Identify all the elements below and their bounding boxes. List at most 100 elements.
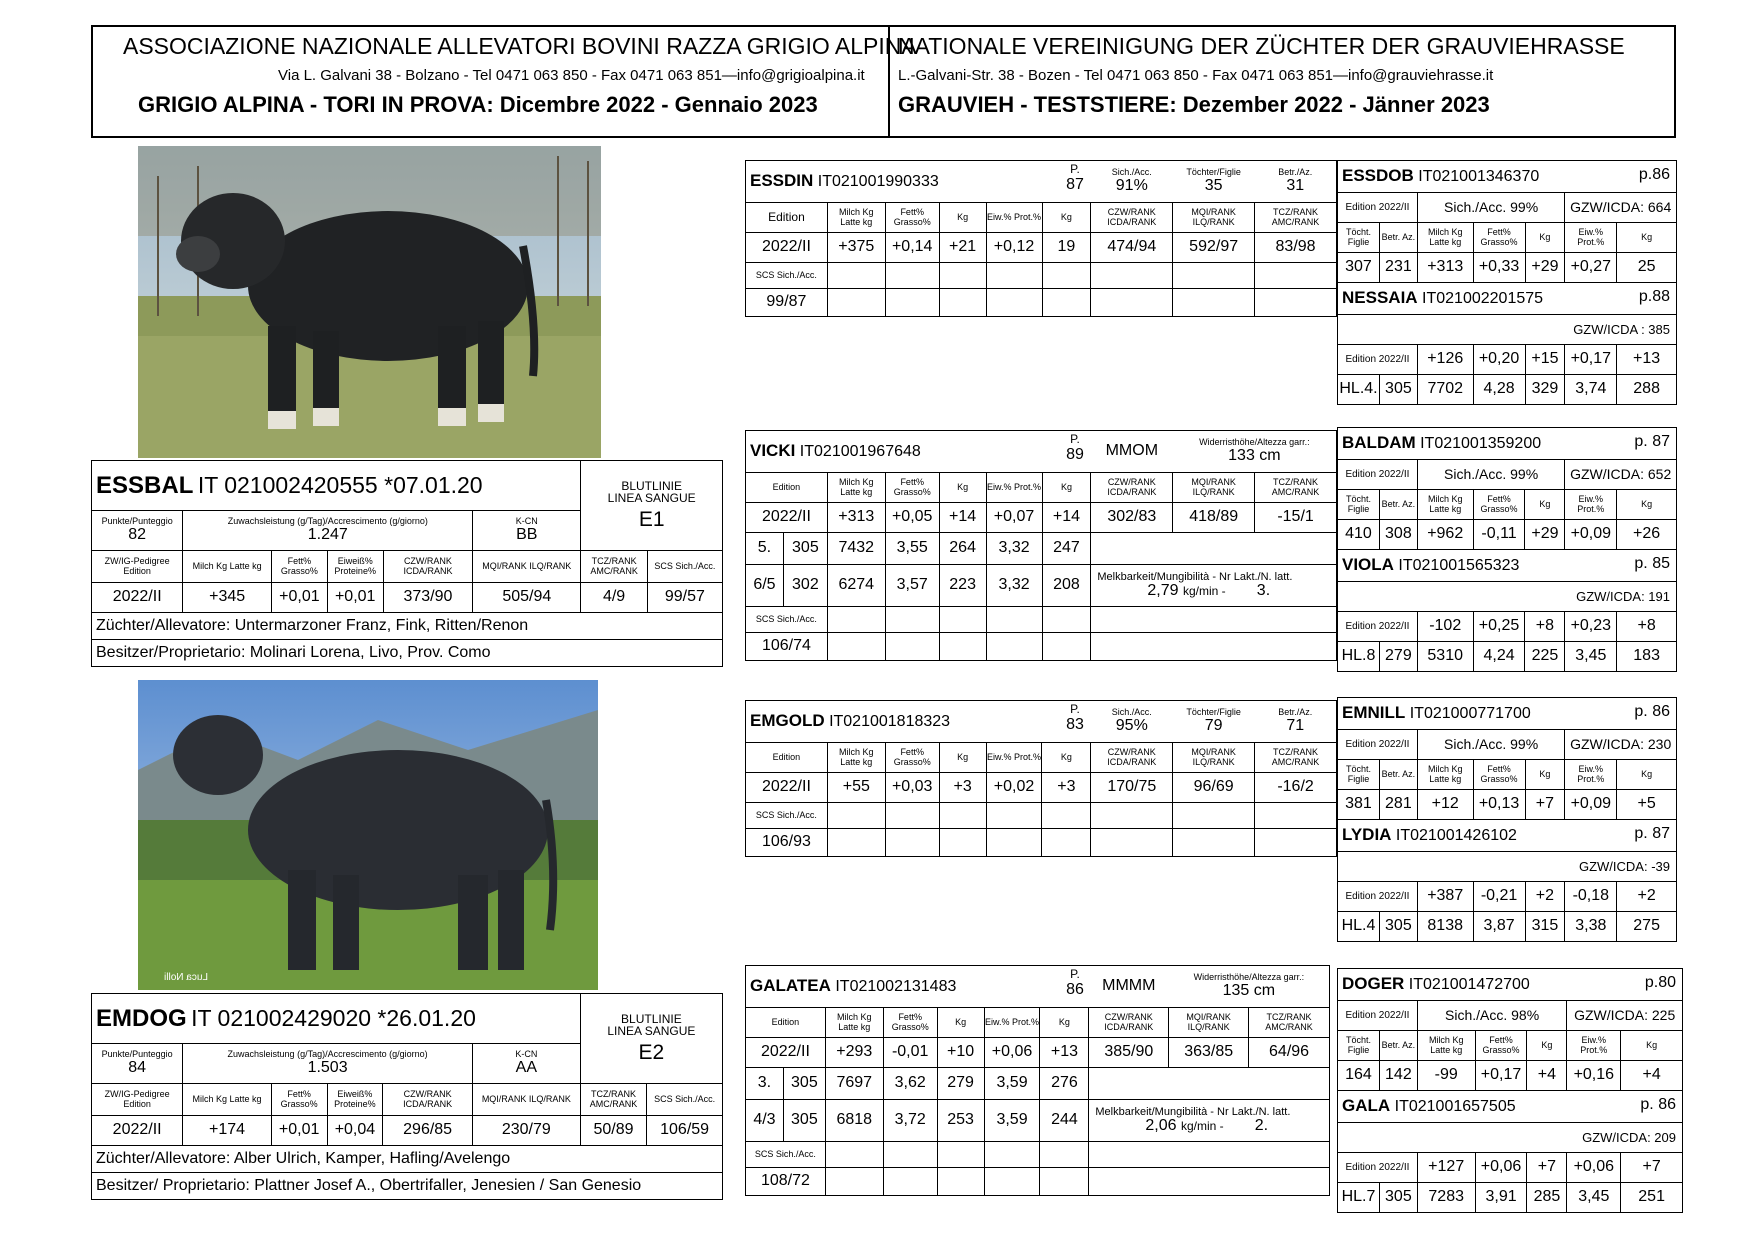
table-cell: 307 (1337, 252, 1380, 283)
table-cell: +0,09 (1564, 789, 1618, 820)
table-cell: 305 (782, 532, 828, 565)
kcn-label: K-CN (515, 1049, 538, 1060)
sire-id: IT021001967648 (799, 443, 921, 461)
blood-line: E1 (638, 508, 665, 532)
sire-id: IT021002131483 (835, 978, 957, 996)
header-cell: Kg (1524, 222, 1566, 253)
maternal-block-1: ESSDOB IT021001346370 p.86 Edition 2022/I… (1337, 160, 1677, 405)
gzw-value: GZW/ICDA: 230 (1564, 729, 1677, 760)
table-cell: 7432 (826, 532, 886, 565)
table-cell: 3,72 (882, 1099, 938, 1142)
header-cell: Betr. Az. (1378, 759, 1418, 790)
bull-card-emdog: EMDOG IT 021002429020 *26.01.20 BLUTLINI… (90, 993, 724, 1200)
table-cell: +174 (182, 1115, 272, 1146)
sire-table-essdin: ESSDIN IT021001990333 Sich./Acc. 91% Töch… (744, 160, 1337, 317)
header-cell: MQI/RANK ILQ/RANK (472, 550, 582, 583)
header-cell: Kg (1041, 202, 1092, 233)
header-cell: Kg (938, 472, 987, 503)
header-cell: TCZ/RANK AMC/RANK (1254, 202, 1337, 233)
table-cell: +0,04 (326, 1115, 384, 1146)
header-cell: Milch Kg Latte kg (182, 1083, 272, 1116)
p-value: 87 (1066, 176, 1084, 193)
sich-value: Sich./Acc. 99% (1416, 729, 1566, 760)
sire-name: EMNILL (1342, 703, 1406, 723)
bull-id: IT 021002420555 *07.01.20 (197, 471, 483, 498)
sich-value: Sich./Acc. 99% (1416, 459, 1566, 490)
p-block: P. 87 (1055, 162, 1095, 194)
table-cell: 19 (1041, 232, 1092, 263)
table-cell: 5. (745, 532, 784, 565)
header-cell: Edition (745, 472, 828, 503)
table-cell: 2022/II (90, 1115, 184, 1146)
dam-gzw: GZW/ICDA : 385 (1337, 314, 1677, 345)
table-cell: +0,33 (1472, 252, 1526, 283)
table-cell: +387 (1416, 881, 1474, 912)
header-cell: Eiw.% Prot.% (985, 742, 1043, 773)
sire-name: DOGER (1342, 974, 1405, 994)
table-cell: +2 (1616, 881, 1677, 912)
scs-label: SCS Sich./Acc. (745, 802, 828, 829)
header-right-title: NATIONALE VEREINIGUNG DER ZÜCHTER DER GR… (898, 33, 1625, 59)
header-cell: Milch Kg Latte kg (1416, 1030, 1476, 1061)
sire-name: GALATEA (750, 976, 831, 996)
table-cell: -15/1 (1254, 502, 1337, 533)
table-cell: +0,12 (985, 232, 1043, 263)
table-cell: -99 (1416, 1060, 1476, 1091)
p-label: P. (1070, 702, 1080, 716)
dam-id: IT021001657505 (1394, 1098, 1516, 1116)
sire-id: IT021001359200 (1420, 435, 1542, 453)
dam-name: LYDIA (1342, 825, 1392, 845)
table-cell: +0,06 (983, 1037, 1041, 1068)
table-cell: 2022/II (745, 1037, 826, 1068)
header-cell: Eiweiß% Proteine% (326, 1083, 384, 1116)
dam-gzw: GZW/ICDA: 191 (1337, 581, 1677, 612)
table-cell: 170/75 (1090, 772, 1174, 803)
table-cell: 244 (1039, 1099, 1090, 1142)
table-cell: 3,38 (1564, 911, 1618, 942)
table-cell: 3,74 (1564, 374, 1618, 405)
table-cell: 83/98 (1254, 232, 1337, 263)
maternal-block-2: BALDAM IT021001359200 p. 87 Edition 2022/… (1337, 427, 1677, 672)
table-cell: HL.8 (1337, 641, 1380, 672)
gzw-value: GZW/ICDA: 664 (1564, 192, 1677, 223)
p-value: 89 (1066, 446, 1084, 463)
widerrist-label: Widerristhöhe/Altezza garr.: (1199, 437, 1310, 448)
header-cell: CZW/RANK ICDA/RANK (1090, 472, 1174, 503)
header-cell: Eiw.% Prot.% (983, 1007, 1041, 1038)
p-label: P. (1070, 432, 1080, 446)
table-cell: 305 (1378, 374, 1418, 405)
table-cell: 208 (1041, 564, 1092, 607)
sich-value: 91% (1115, 177, 1148, 195)
table-cell: 7697 (824, 1067, 884, 1100)
header-cell: Kg (1620, 1030, 1683, 1061)
table-cell: HL.4. (1337, 374, 1380, 405)
sire-p: p. 87 (1634, 433, 1670, 451)
header-cell: Fett% Grasso% (1472, 489, 1526, 520)
sire-id: IT021000771700 (1409, 705, 1531, 723)
header-cell: Milch Kg Latte kg (826, 202, 886, 233)
table-cell: +127 (1416, 1152, 1476, 1183)
table-cell: 142 (1378, 1060, 1418, 1091)
blood-line: E2 (638, 1041, 665, 1065)
table-cell: 3,45 (1566, 1182, 1622, 1213)
header-cell: MQI/RANK ILQ/RANK (1168, 1007, 1250, 1038)
table-cell: 2022/II (745, 232, 828, 263)
table-cell: -0,01 (882, 1037, 938, 1068)
dam-name: VIOLA (1342, 555, 1394, 575)
table-cell: 7283 (1416, 1182, 1476, 1213)
dam-name: GALA (1342, 1096, 1391, 1116)
owner-line: Besitzer/Proprietario: Molinari Lorena, … (91, 639, 723, 667)
table-cell: 264 (938, 532, 987, 565)
table-cell: 3,59 (983, 1099, 1041, 1142)
table-cell: +0,01 (326, 582, 384, 613)
bull-name: ESSBAL (96, 471, 194, 499)
table-cell: +313 (1416, 252, 1474, 283)
melk-label: Melkbarkeit/Mungibilità - Nr Lakt./N. la… (1095, 1106, 1291, 1119)
sire-name: ESSDIN (750, 171, 814, 191)
table-cell: +15 (1524, 344, 1566, 375)
header-cell: CZW/RANK ICDA/RANK (1088, 1007, 1170, 1038)
header-cell: Töcht. Figlie (1337, 1030, 1380, 1061)
edition-label: Edition 2022/II (1337, 611, 1418, 642)
sire-code: MMOM (1090, 430, 1173, 473)
table-cell: 3. (745, 1067, 784, 1100)
